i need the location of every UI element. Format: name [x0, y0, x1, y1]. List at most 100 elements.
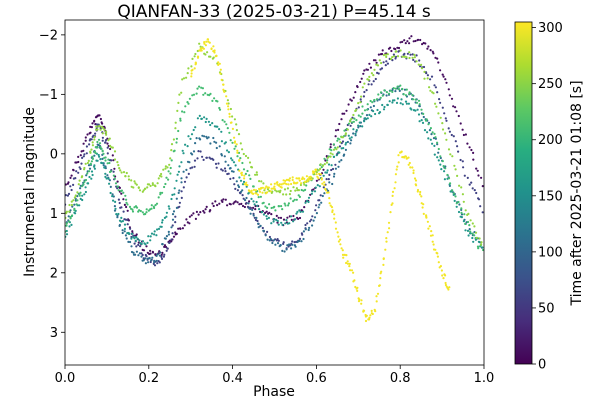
- data-point: [153, 264, 157, 267]
- data-point: [372, 74, 375, 77]
- data-point: [86, 161, 89, 165]
- data-point: [203, 116, 206, 119]
- y-tick-label: −1: [39, 88, 58, 103]
- data-point: [240, 171, 243, 174]
- data-point: [200, 49, 203, 52]
- data-point: [76, 199, 79, 202]
- data-point: [317, 177, 320, 180]
- data-point: [98, 142, 102, 145]
- data-point: [420, 108, 423, 111]
- data-point: [188, 215, 191, 218]
- data-point: [315, 171, 318, 174]
- data-point: [291, 240, 294, 243]
- data-point: [399, 84, 402, 87]
- data-point: [292, 200, 295, 203]
- data-point: [188, 97, 191, 100]
- data-point: [191, 68, 194, 71]
- data-point: [112, 199, 115, 202]
- data-point: [181, 78, 184, 81]
- data-point: [403, 39, 406, 42]
- data-point: [347, 122, 350, 125]
- data-point: [227, 102, 230, 105]
- data-point: [427, 137, 430, 140]
- data-point: [133, 180, 136, 183]
- data-point: [125, 201, 128, 204]
- data-point: [85, 145, 88, 148]
- data-point: [150, 204, 153, 207]
- data-point: [220, 168, 223, 171]
- data-point: [276, 219, 279, 223]
- data-point: [82, 142, 85, 145]
- data-point: [111, 195, 114, 198]
- data-point: [326, 156, 329, 159]
- data-point: [339, 243, 342, 246]
- data-point: [101, 139, 104, 142]
- data-point: [240, 202, 243, 205]
- data-point: [225, 102, 229, 105]
- data-point: [329, 152, 332, 155]
- data-point: [307, 200, 310, 204]
- data-point: [110, 159, 113, 162]
- data-point: [118, 223, 121, 227]
- data-point: [441, 274, 444, 277]
- data-point: [286, 244, 289, 247]
- data-point: [458, 184, 461, 187]
- data-point: [252, 185, 255, 188]
- data-point: [335, 148, 338, 151]
- data-point: [165, 249, 168, 252]
- data-point: [218, 62, 221, 65]
- x-tick-label: 0.0: [55, 371, 76, 386]
- data-point: [333, 172, 336, 175]
- data-point: [122, 191, 125, 194]
- data-point: [434, 86, 437, 89]
- data-point: [333, 217, 336, 220]
- data-point: [105, 131, 108, 134]
- data-point: [353, 117, 356, 120]
- data-point: [289, 189, 292, 193]
- data-point: [400, 98, 403, 101]
- data-point: [95, 125, 98, 128]
- data-point: [444, 78, 447, 81]
- data-point: [452, 135, 455, 138]
- data-point: [375, 295, 378, 298]
- data-point: [385, 55, 388, 59]
- data-point: [394, 55, 398, 58]
- data-point: [325, 171, 328, 174]
- data-point: [250, 166, 254, 169]
- data-point: [326, 169, 329, 172]
- data-point: [412, 98, 415, 101]
- data-point: [290, 215, 293, 218]
- data-point: [399, 49, 402, 52]
- data-point: [241, 189, 244, 192]
- data-point: [301, 233, 304, 236]
- data-point: [378, 59, 381, 62]
- data-point: [417, 38, 420, 41]
- data-point: [447, 177, 451, 180]
- data-point: [266, 238, 269, 241]
- data-point: [161, 243, 164, 246]
- data-point: [391, 56, 394, 59]
- data-point: [359, 125, 362, 128]
- data-point: [116, 185, 119, 188]
- x-tick-label: 0.6: [306, 371, 327, 386]
- data-point: [320, 177, 323, 180]
- data-point: [108, 179, 111, 182]
- data-point: [196, 157, 199, 160]
- data-point: [241, 183, 245, 186]
- data-point: [311, 190, 314, 193]
- data-point: [144, 187, 147, 190]
- data-point: [431, 131, 434, 134]
- data-point: [421, 121, 425, 124]
- data-point: [233, 147, 236, 150]
- data-point: [282, 218, 286, 221]
- data-point: [105, 177, 108, 180]
- data-point: [343, 153, 346, 156]
- data-point: [357, 102, 360, 105]
- data-point: [177, 129, 180, 133]
- data-point: [368, 62, 371, 65]
- data-point: [186, 145, 189, 148]
- data-point: [355, 108, 358, 111]
- data-point: [407, 156, 410, 159]
- data-point: [262, 201, 265, 204]
- data-point: [379, 96, 382, 99]
